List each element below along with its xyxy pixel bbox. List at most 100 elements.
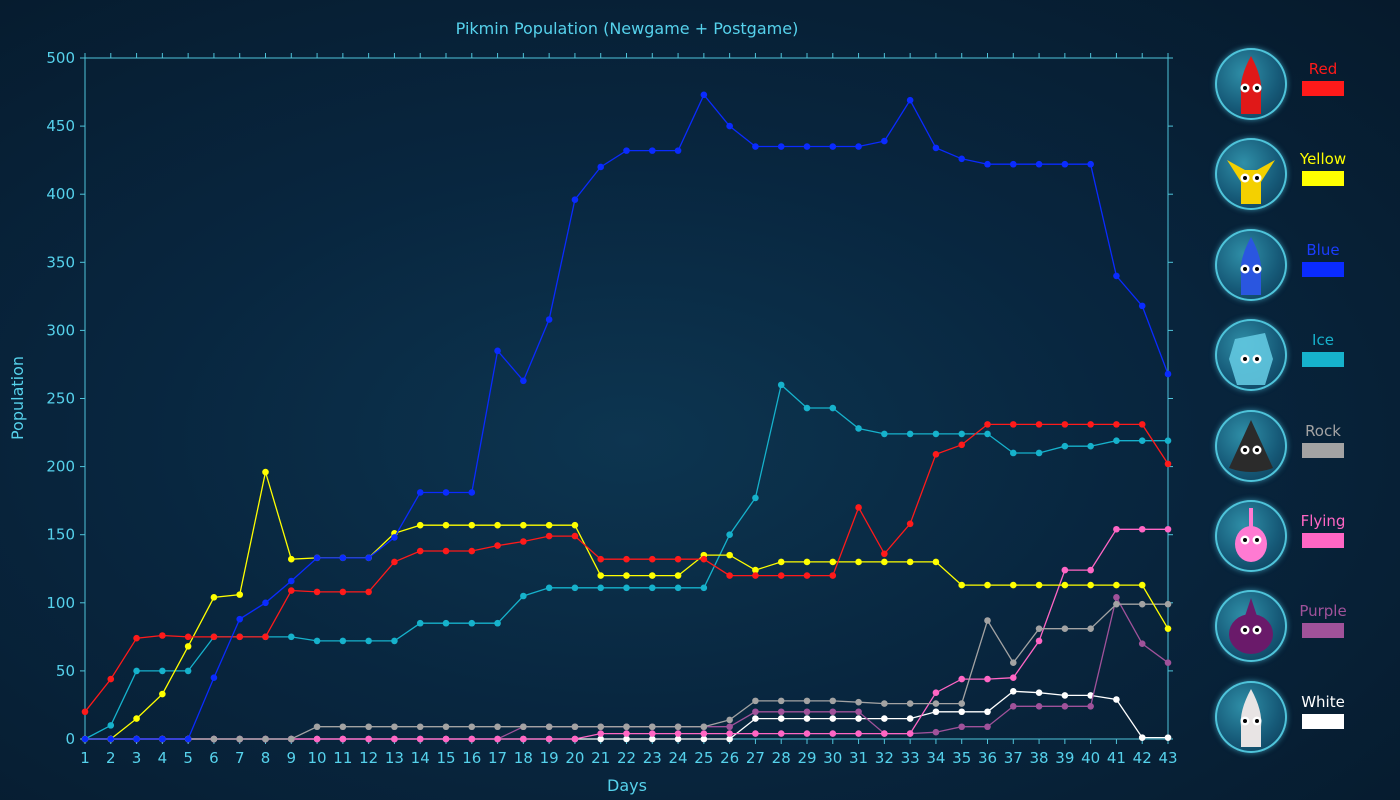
data-point-yellow bbox=[494, 521, 501, 529]
data-point-red bbox=[674, 555, 682, 563]
x-tick-label: 35 bbox=[952, 749, 971, 767]
data-point-yellow bbox=[545, 521, 553, 529]
data-point-flying bbox=[545, 735, 553, 743]
data-point-blue bbox=[829, 143, 837, 150]
data-point-rock bbox=[958, 700, 966, 707]
legend-swatch-blue bbox=[1302, 261, 1344, 277]
ice-pikmin-icon bbox=[1215, 319, 1287, 392]
data-point-rock bbox=[829, 697, 837, 705]
data-point-yellow bbox=[803, 558, 811, 566]
data-point-rock bbox=[1061, 625, 1069, 632]
data-point-yellow bbox=[674, 572, 682, 579]
data-point-flying bbox=[932, 689, 940, 696]
data-point-red bbox=[1138, 421, 1146, 428]
data-point-blue bbox=[1164, 370, 1172, 378]
data-point-yellow bbox=[133, 715, 140, 722]
data-point-yellow bbox=[597, 572, 605, 579]
data-point-yellow bbox=[236, 591, 244, 598]
data-point-yellow bbox=[648, 572, 656, 579]
x-tick-label: 20 bbox=[565, 749, 584, 767]
data-point-flying bbox=[855, 730, 862, 737]
data-point-yellow bbox=[159, 690, 166, 698]
data-point-ice bbox=[442, 619, 450, 627]
series-yellow bbox=[81, 468, 1172, 743]
y-tick-label: 150 bbox=[46, 526, 75, 544]
data-point-ice bbox=[881, 430, 888, 438]
data-point-purple bbox=[958, 723, 966, 731]
data-point-rock bbox=[391, 723, 398, 731]
y-tick-label: 100 bbox=[46, 594, 75, 612]
data-point-flying bbox=[829, 730, 837, 737]
rock-pikmin-icon bbox=[1215, 409, 1287, 482]
legend-label-yellow: Yellow bbox=[1299, 150, 1347, 169]
data-point-purple bbox=[752, 708, 759, 716]
data-point-blue bbox=[984, 160, 991, 168]
data-point-flying bbox=[416, 735, 424, 743]
data-point-red bbox=[210, 633, 218, 641]
data-point-red bbox=[416, 547, 424, 555]
data-point-yellow bbox=[623, 572, 630, 579]
data-point-red bbox=[442, 547, 450, 555]
data-point-ice bbox=[958, 430, 966, 438]
x-tick-label: 1 bbox=[80, 749, 90, 767]
data-point-rock bbox=[906, 700, 914, 707]
data-point-red bbox=[81, 708, 89, 716]
data-point-red bbox=[1035, 421, 1043, 428]
data-point-white bbox=[752, 715, 759, 722]
data-point-ice bbox=[287, 633, 295, 641]
data-point-yellow bbox=[726, 551, 733, 559]
x-tick-label: 3 bbox=[132, 749, 142, 767]
data-point-yellow bbox=[468, 521, 476, 529]
data-point-white bbox=[1035, 689, 1043, 696]
data-point-rock bbox=[855, 698, 862, 706]
series-blue bbox=[81, 91, 1172, 743]
data-point-white bbox=[984, 708, 991, 716]
data-point-purple bbox=[1113, 594, 1120, 601]
data-point-flying bbox=[520, 735, 527, 743]
legend-swatch-purple bbox=[1302, 623, 1344, 639]
legend-label-white: White bbox=[1301, 692, 1345, 711]
white-pikmin-icon bbox=[1215, 680, 1287, 753]
y-tick-label: 400 bbox=[46, 185, 75, 203]
series-rock bbox=[81, 600, 1172, 743]
data-point-white bbox=[700, 735, 708, 743]
x-tick-label: 13 bbox=[385, 749, 404, 767]
data-point-yellow bbox=[210, 594, 218, 601]
data-point-flying bbox=[1061, 566, 1069, 574]
data-point-rock bbox=[752, 697, 759, 705]
data-point-blue bbox=[107, 735, 115, 743]
data-point-yellow bbox=[984, 581, 991, 589]
data-point-ice bbox=[545, 584, 553, 592]
data-point-ice bbox=[184, 667, 192, 675]
data-point-purple bbox=[1164, 659, 1172, 667]
x-tick-label: 37 bbox=[1004, 749, 1023, 767]
data-point-flying bbox=[442, 735, 450, 743]
data-point-flying bbox=[881, 730, 888, 737]
data-point-white bbox=[829, 715, 837, 722]
data-point-rock bbox=[674, 723, 682, 731]
data-point-red bbox=[107, 675, 115, 683]
data-point-yellow bbox=[520, 521, 527, 529]
data-point-rock bbox=[984, 617, 991, 624]
data-point-ice bbox=[494, 619, 501, 627]
data-point-red bbox=[236, 633, 244, 641]
red-pikmin-icon bbox=[1215, 48, 1287, 120]
data-point-rock bbox=[1035, 625, 1043, 632]
data-point-red bbox=[984, 421, 991, 428]
data-point-ice bbox=[520, 592, 527, 600]
data-point-red bbox=[1061, 421, 1069, 428]
x-tick-label: 33 bbox=[901, 749, 920, 767]
y-tick-label: 200 bbox=[46, 458, 75, 476]
data-point-rock bbox=[648, 723, 656, 731]
data-point-blue bbox=[1035, 160, 1043, 168]
series-line-blue bbox=[85, 93, 1169, 740]
data-point-ice bbox=[1087, 442, 1094, 450]
data-point-rock bbox=[442, 723, 450, 731]
legend-swatch-flying bbox=[1302, 533, 1344, 548]
y-tick-label: 450 bbox=[46, 117, 75, 135]
y-tick-label: 500 bbox=[46, 49, 75, 67]
x-tick-label: 2 bbox=[106, 749, 116, 767]
x-tick-label: 30 bbox=[823, 749, 842, 767]
data-point-ice bbox=[107, 722, 115, 729]
